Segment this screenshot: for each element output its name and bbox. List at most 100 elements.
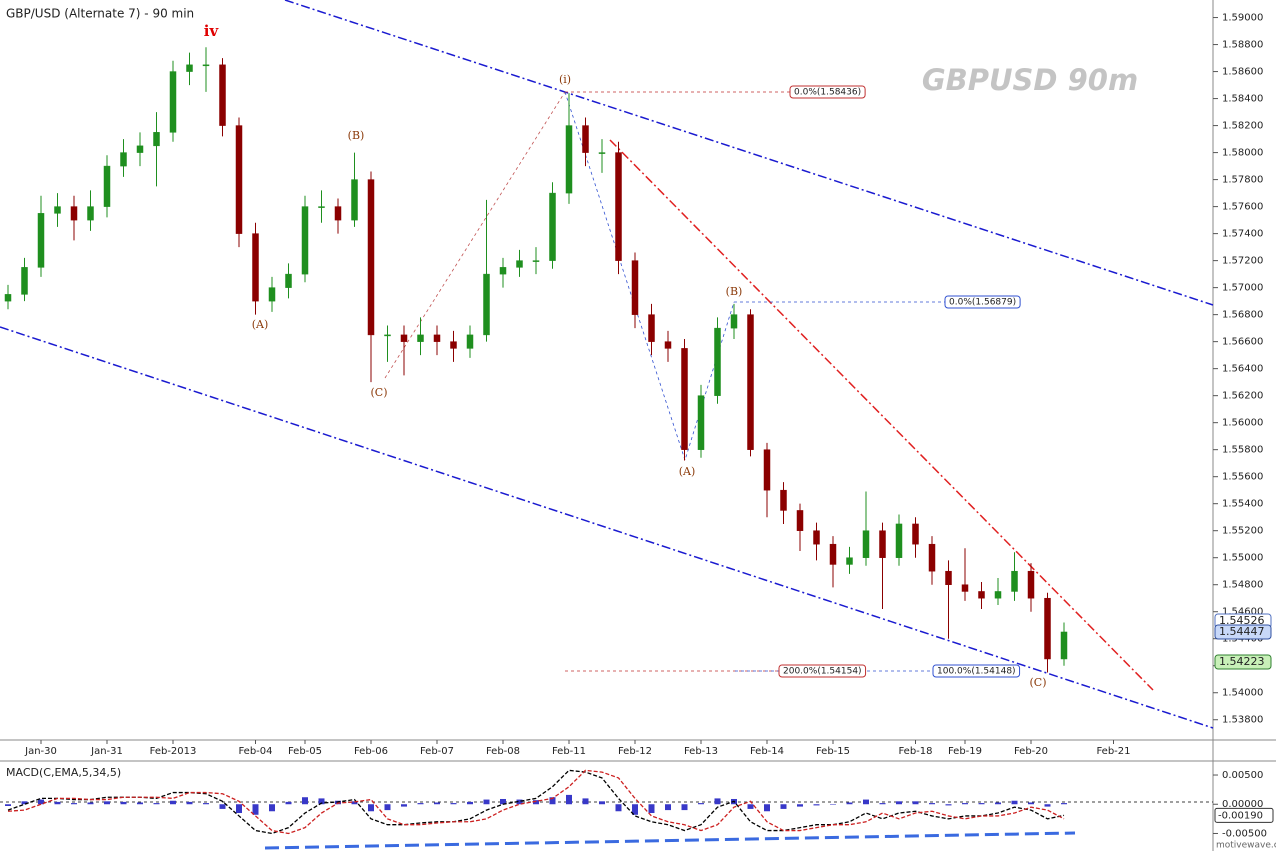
macd-histogram-bar [896,801,902,805]
candle-body [1060,631,1068,660]
macd-histogram-bar [38,799,44,805]
macd-histogram-bar [846,802,853,805]
macd-histogram-bar [219,804,226,809]
y-tick-label: 1.57800 [1222,175,1263,186]
price-readout-box [1214,624,1272,640]
candle-body [912,523,919,545]
macd-histogram-bar [434,802,440,805]
x-tick-label: Feb-20 [1014,746,1048,757]
y-tick-label: 1.53800 [1222,715,1263,726]
y-tick-label: 1.56000 [1222,418,1263,429]
macd-histogram-bar [500,798,506,805]
candle-body [1027,570,1035,599]
candle-body [499,267,507,275]
macd-histogram-bar [549,797,556,805]
macd-histogram-bar [863,799,869,805]
y-tick-label: 1.58200 [1222,121,1263,132]
candle-body [631,260,639,315]
candle-body [384,334,391,337]
y-tick-label: 1.54800 [1222,580,1263,591]
macd-histogram-bar [71,803,77,805]
macd-histogram-bar [104,801,110,805]
macd-histogram-bar [599,801,605,805]
macd-trendline [264,831,1076,850]
macd-histogram-bar [747,804,754,809]
macd-histogram-bar [665,804,671,811]
x-tick-label: Jan-30 [24,746,57,757]
x-tick-label: Feb-11 [552,746,586,757]
macd-histogram-bar [1011,800,1018,805]
macd-histogram-bar [648,804,655,814]
candle-body [763,449,771,491]
macd-histogram-bar [962,803,968,805]
candle-body [21,267,28,295]
candle-body [796,510,804,531]
macd-histogram-bar [120,801,127,805]
x-tick-label: Feb-12 [618,746,652,757]
y-tick-label: 1.58000 [1222,148,1263,159]
macd-line [7,769,1065,835]
macd-histogram-bar [351,801,358,805]
candle-body [994,591,1002,599]
wave-label: (C) [1030,676,1047,689]
candle-body [862,530,870,558]
y-tick-label: 1.55200 [1222,526,1263,537]
y-tick-label: 1.58400 [1222,94,1263,105]
y-tick-label: 1.55400 [1222,499,1263,510]
macd-histogram-bar [417,803,424,805]
candle-body [367,179,375,336]
fib-label: 0.0%(1.58436) [794,88,861,98]
candle-body [153,132,160,147]
macd-histogram-bar [797,804,803,807]
x-tick-label: Feb-04 [238,746,272,757]
candle-body [615,152,622,261]
candle-body [582,125,589,153]
candle-body [136,145,144,153]
y-tick-label: 1.58800 [1222,40,1263,51]
macd-histogram-bar [137,802,143,805]
y-tick-label: 0.00000 [1222,799,1263,810]
macd-histogram-bar [285,801,292,805]
wave-label: (i) [559,73,571,86]
macd-histogram-bar [467,801,473,805]
red-trendline [609,139,1154,691]
lower-channel [0,326,1214,729]
y-tick-label: 1.58600 [1222,67,1263,78]
candle-body [169,71,177,133]
macd-histogram-bar [582,798,589,805]
wave-label: (B) [348,129,365,142]
macd-histogram-bar [186,801,193,805]
y-tick-label: 1.57200 [1222,256,1263,267]
candle-body [813,530,820,545]
candle-body [565,125,573,194]
candle-body [103,165,111,207]
fib-label-box [944,295,1021,309]
y-tick-label: 1.54600 [1222,607,1263,618]
macd-histogram-bar [450,803,457,805]
macd-histogram-bar [780,804,787,809]
price-readout: 1.54447 [1219,625,1265,638]
candle-body [433,334,441,342]
fib-label-box [932,664,1021,678]
candle-body [730,314,738,329]
candle-body [664,341,672,349]
candle-body [37,213,45,268]
readout-box [1214,807,1274,823]
x-tick-label: Feb-13 [684,746,718,757]
fib-label: 100.0%(1.54148) [937,667,1016,677]
candle-body [54,206,61,214]
candle-body [895,523,903,558]
candle-body [598,152,606,154]
candle-body [202,64,210,67]
candle-body [417,334,424,342]
x-tick-label: Feb-05 [288,746,322,757]
x-tick-label: Feb-14 [750,746,784,757]
candle-body [87,206,94,221]
macd-histogram-bar [54,801,61,805]
wave-label: (A) [252,318,269,331]
candle-body [120,152,127,167]
wave-label: (A) [679,465,696,478]
x-tick-label: Feb-15 [816,746,850,757]
candle-body [780,489,787,511]
